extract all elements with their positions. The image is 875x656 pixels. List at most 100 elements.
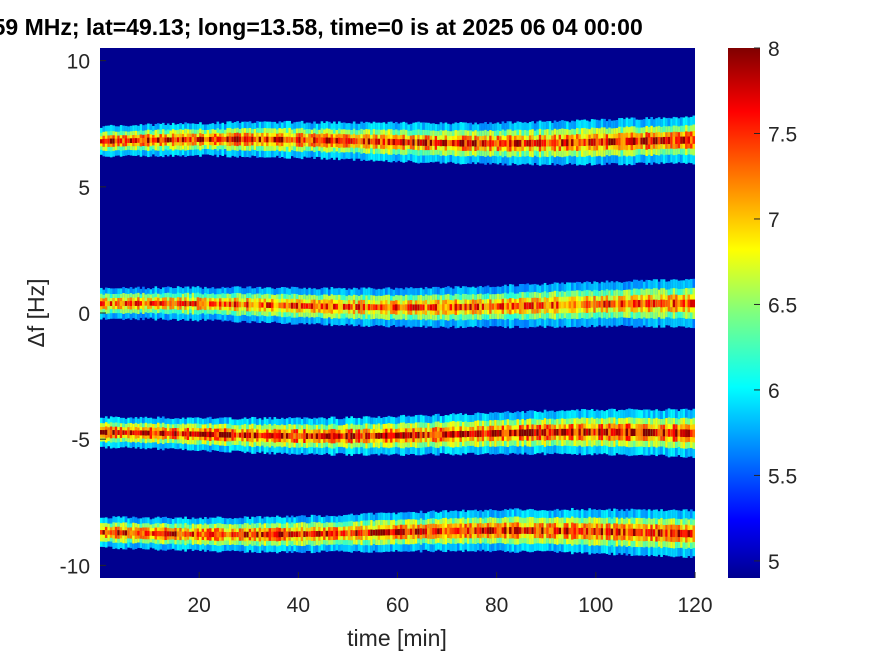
band-cell bbox=[164, 531, 168, 537]
band-cell bbox=[189, 301, 192, 307]
band-cell bbox=[454, 303, 458, 311]
band-cell bbox=[176, 300, 180, 307]
band-cell bbox=[536, 302, 539, 309]
band-cell bbox=[142, 300, 145, 307]
band-cell bbox=[261, 532, 264, 538]
band-cell bbox=[122, 530, 125, 536]
band-cell bbox=[583, 428, 587, 436]
band-cell bbox=[546, 527, 549, 534]
band-cell bbox=[645, 137, 649, 145]
band-cell bbox=[580, 428, 584, 436]
band-cell bbox=[628, 137, 631, 145]
band-cell bbox=[481, 303, 485, 310]
band-cell bbox=[298, 137, 301, 143]
band-cell bbox=[226, 136, 230, 143]
band-cell bbox=[134, 138, 138, 143]
band-cell bbox=[231, 432, 234, 438]
band-cell bbox=[243, 136, 247, 143]
band-cell bbox=[481, 527, 485, 534]
band-cell bbox=[672, 529, 676, 538]
band-cell bbox=[518, 429, 522, 437]
band-cell bbox=[231, 532, 234, 538]
band-cell bbox=[283, 302, 287, 309]
band-cell bbox=[204, 301, 207, 307]
band-cell bbox=[489, 430, 492, 437]
band-cell bbox=[533, 140, 537, 147]
signal-band bbox=[100, 278, 695, 329]
band-cell bbox=[412, 528, 415, 535]
band-cell bbox=[137, 138, 140, 143]
band-cell bbox=[563, 139, 567, 147]
band-cell bbox=[246, 432, 249, 438]
band-cell bbox=[323, 433, 326, 440]
band-cell bbox=[665, 299, 668, 307]
band-cell bbox=[491, 527, 495, 534]
band-cell bbox=[310, 433, 314, 439]
band-cell bbox=[645, 299, 649, 308]
band-cell bbox=[437, 304, 440, 311]
band-cell bbox=[271, 136, 274, 143]
band-cell bbox=[506, 139, 510, 147]
band-cell bbox=[149, 430, 153, 436]
band-cell bbox=[404, 432, 408, 439]
band-cell bbox=[563, 527, 567, 535]
colorbar-tick-label: 6.5 bbox=[768, 294, 797, 317]
band-cell bbox=[206, 531, 210, 537]
band-cell bbox=[340, 137, 344, 144]
band-cell bbox=[298, 303, 301, 309]
band-cell bbox=[449, 431, 453, 438]
band-cell bbox=[655, 529, 658, 537]
band-cell bbox=[360, 433, 363, 439]
band-cell bbox=[127, 138, 130, 143]
band-cell bbox=[459, 430, 463, 438]
band-cell bbox=[159, 531, 163, 537]
band-cell bbox=[417, 528, 420, 535]
band-cell bbox=[194, 431, 197, 437]
band-cell bbox=[640, 428, 644, 436]
band-cell bbox=[290, 302, 294, 309]
band-cell bbox=[181, 531, 185, 537]
band-cell bbox=[419, 304, 423, 311]
band-cell bbox=[558, 428, 562, 436]
band-cell bbox=[112, 530, 115, 536]
band-cell bbox=[273, 136, 277, 143]
band-cell bbox=[585, 528, 589, 535]
band-cell bbox=[347, 138, 351, 144]
band-cell bbox=[603, 528, 606, 536]
band-cell bbox=[147, 137, 150, 143]
band-cell bbox=[367, 529, 371, 536]
band-cell bbox=[407, 528, 411, 535]
y-tick-label: 5 bbox=[78, 177, 90, 200]
band-cell bbox=[295, 137, 299, 143]
band-cell bbox=[571, 139, 574, 147]
band-cell bbox=[189, 531, 192, 537]
band-cell bbox=[521, 140, 525, 147]
band-cell bbox=[157, 137, 160, 143]
band-cell bbox=[662, 299, 666, 308]
band-cell bbox=[652, 299, 656, 308]
band-cell bbox=[248, 136, 252, 143]
band-cell bbox=[471, 303, 475, 311]
band-cell bbox=[399, 528, 403, 536]
band-cell bbox=[169, 531, 173, 537]
band-cell bbox=[137, 530, 140, 536]
band-cell bbox=[271, 531, 274, 538]
band-cell bbox=[439, 528, 443, 535]
band-cell bbox=[474, 527, 477, 535]
band-cell bbox=[176, 137, 180, 143]
band-cell bbox=[109, 138, 113, 144]
band-cell bbox=[479, 140, 482, 147]
band-cell bbox=[687, 530, 691, 538]
band-cell bbox=[248, 532, 252, 538]
band-cell bbox=[313, 137, 316, 144]
band-cell bbox=[320, 433, 324, 440]
band-cell bbox=[261, 433, 264, 439]
band-cell bbox=[285, 433, 289, 439]
band-cell bbox=[442, 139, 445, 147]
band-cell bbox=[318, 433, 321, 440]
band-cell bbox=[280, 433, 284, 439]
band-cell bbox=[139, 430, 143, 436]
band-cell bbox=[536, 139, 539, 147]
band-cell bbox=[630, 137, 634, 146]
band-cell bbox=[605, 528, 609, 536]
